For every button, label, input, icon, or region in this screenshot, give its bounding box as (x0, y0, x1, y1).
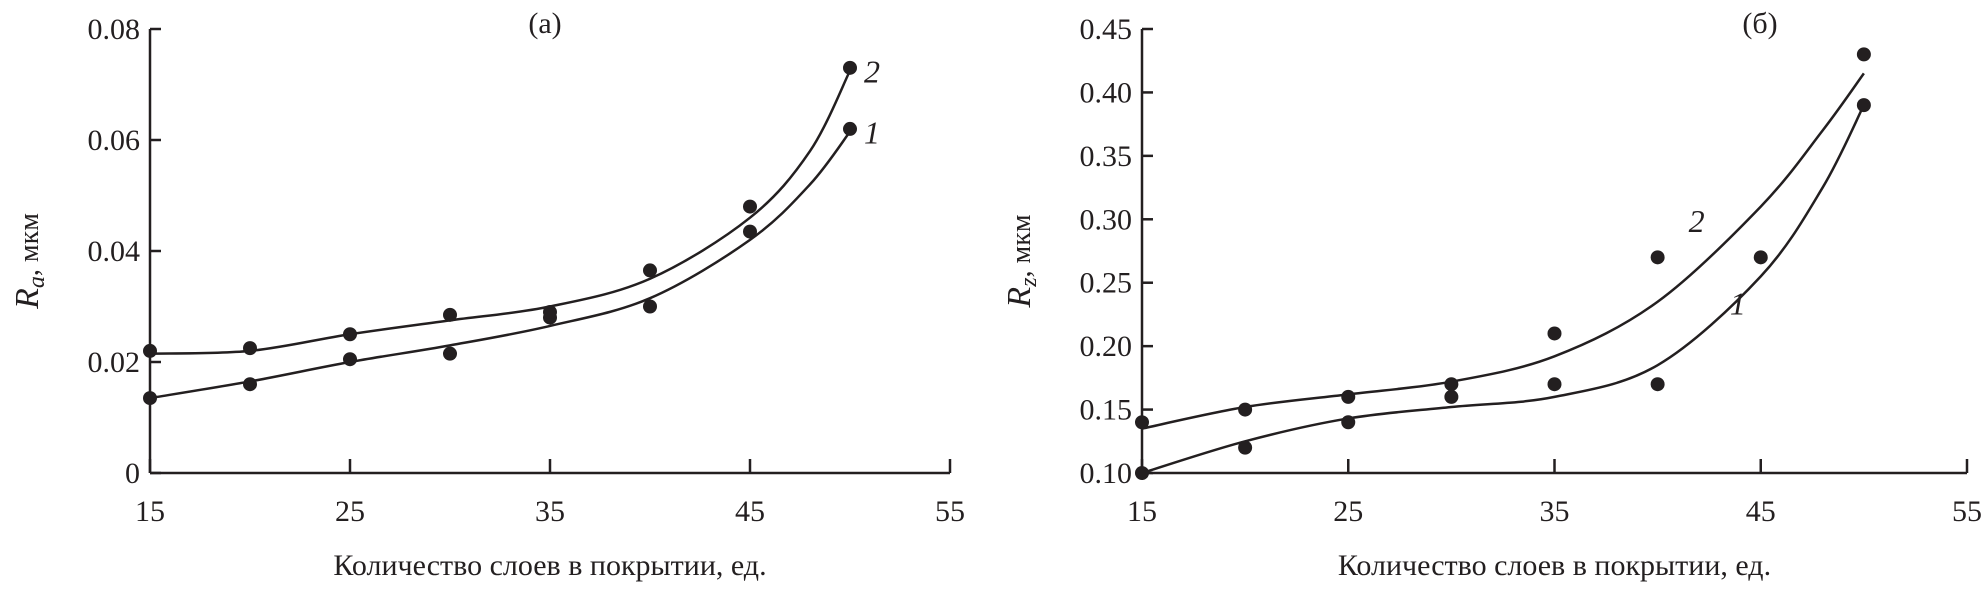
y-tick-label: 0 (125, 457, 140, 490)
y-axis-label-symbol: R (9, 288, 46, 310)
data-point-series-2 (743, 199, 757, 214)
y-tick-label: 0.20 (1080, 330, 1133, 363)
panel-label: (б) (1742, 7, 1777, 40)
y-tick-label: 0.10 (1080, 457, 1133, 490)
data-point-series-1 (1547, 377, 1562, 392)
y-tick-label: 0.45 (1080, 13, 1133, 46)
y-tick-label: 0.35 (1080, 140, 1133, 173)
x-tick-label: 35 (1540, 495, 1570, 528)
y-tick-label: 0.15 (1080, 394, 1133, 427)
chart-panel-1: 0 0.02 0.04 0.06 0.08 15 25 35 45 55 Количество сл… (9, 7, 965, 582)
data-point-series-1 (1444, 389, 1459, 404)
y-axis-label-unit: , мкм (1006, 214, 1037, 277)
data-point-series-2 (443, 307, 457, 322)
fit-curve-1 (1141, 104, 1865, 475)
data-point-series-2 (1856, 47, 1871, 62)
data-point-series-1 (443, 346, 457, 361)
data-point-series-1 (743, 224, 757, 239)
data-point-series-2 (1547, 326, 1562, 341)
x-tick-label: 15 (135, 495, 165, 528)
data-point-series-2 (143, 343, 157, 358)
y-axis-label: Ra, мкм (9, 213, 50, 310)
data-point-series-2 (243, 341, 257, 356)
x-tick-label: 25 (335, 495, 365, 528)
x-axis-label: Количество слоев в покрытии, ед. (333, 549, 766, 582)
y-tick-label: 0.06 (88, 124, 141, 157)
data-point-series-2 (1135, 415, 1149, 430)
data-point-series-1 (1238, 440, 1253, 455)
x-tick-label: 55 (1952, 495, 1982, 528)
y-axis-label-symbol: R (1001, 287, 1038, 309)
data-point-series-1 (243, 377, 257, 392)
y-axis-label-subscript: z (1016, 277, 1042, 288)
fit-curve-1 (149, 130, 851, 400)
panel-label: (а) (528, 7, 561, 40)
fit-curve-2 (149, 70, 852, 355)
data-point-series-1 (1856, 98, 1871, 113)
y-tick-label: 0.25 (1080, 267, 1133, 300)
y-axis-label: Rz, мкм (1001, 214, 1042, 308)
data-point-series-1 (1753, 250, 1768, 265)
y-tick-label: 0.08 (88, 13, 141, 46)
data-point-series-2 (543, 305, 557, 320)
x-tick-label: 55 (935, 495, 965, 528)
data-point-series-2 (643, 263, 657, 278)
y-tick-label: 0.02 (88, 346, 141, 379)
x-axis-label: Количество слоев в покрытии, ед. (1338, 549, 1771, 582)
y-axis-label-unit: , мкм (14, 213, 45, 276)
data-point-series-2 (1444, 377, 1459, 392)
y-tick-label: 0.40 (1080, 76, 1133, 109)
data-point-series-1 (843, 121, 857, 136)
data-point-series-1 (1341, 415, 1356, 430)
chart-panel-2: 0.10 0.15 0.20 0.25 0.30 0.35 0.40 0.45 15 25 35 45… (1001, 7, 1982, 582)
data-point-series-2 (1650, 250, 1665, 265)
data-point-series-1 (1135, 466, 1149, 480)
data-point-series-2 (343, 327, 357, 342)
data-point-series-1 (1650, 377, 1665, 392)
curve-label-1: 1 (864, 115, 880, 151)
x-tick-label: 45 (735, 495, 765, 528)
data-point-series-2 (843, 60, 857, 75)
curve-label-1: 1 (1730, 285, 1746, 321)
data-point-series-2 (1238, 402, 1253, 417)
y-tick-label: 0.04 (88, 235, 141, 268)
curve-label-2: 2 (1689, 203, 1705, 239)
data-point-series-2 (1341, 389, 1356, 404)
x-tick-label: 25 (1333, 495, 1363, 528)
x-tick-label: 35 (535, 495, 565, 528)
x-tick-label: 15 (1127, 495, 1157, 528)
data-point-series-1 (643, 299, 657, 314)
data-point-series-1 (343, 352, 357, 367)
data-point-series-1 (143, 391, 157, 406)
curve-label-2: 2 (864, 54, 880, 90)
y-tick-label: 0.30 (1080, 203, 1133, 236)
y-axis-label-subscript: a (24, 276, 50, 288)
x-tick-label: 45 (1746, 495, 1776, 528)
fit-curve-2 (1141, 72, 1865, 430)
